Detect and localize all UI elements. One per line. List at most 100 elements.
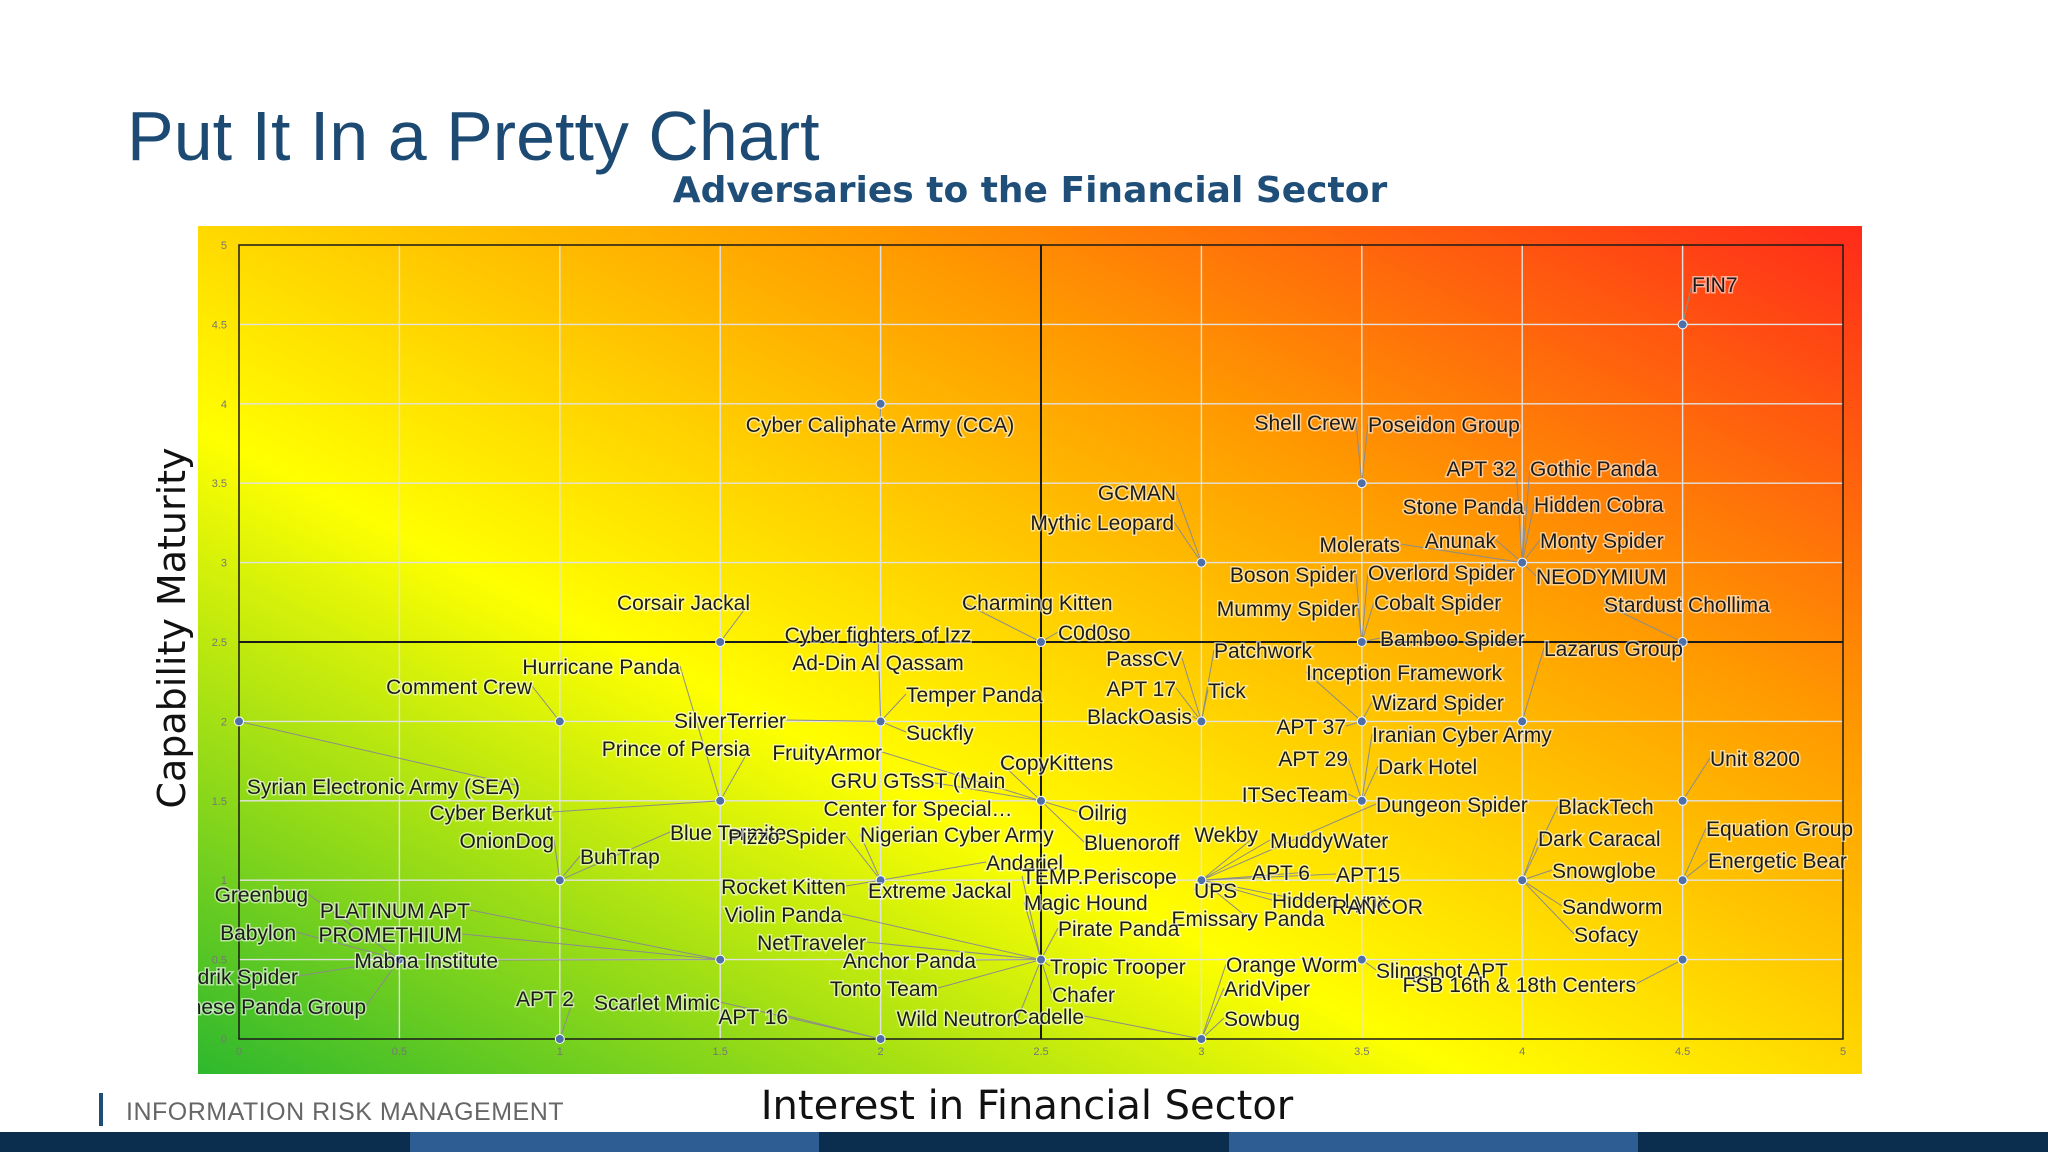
point-label: Emissary Panda (1172, 908, 1325, 931)
data-point (554, 1034, 565, 1044)
footer-accent-mark (99, 1093, 103, 1126)
slide-title: Put It In a Pretty Chart (127, 97, 820, 175)
leader-line (1023, 901, 1042, 960)
point-label: Molerats (1319, 534, 1400, 557)
point-label: Bluenoroff (1084, 832, 1180, 855)
leader-line (1201, 879, 1249, 919)
leader-line (845, 835, 881, 881)
point-label: APT 32 (1446, 458, 1516, 481)
y-tick-label: 2.5 (212, 637, 227, 649)
point-label: PLATINUM APT (320, 900, 470, 923)
data-point (1677, 875, 1688, 886)
data-point (1677, 795, 1688, 806)
point-label: Rocket Kitten (721, 876, 846, 899)
y-tick-label: 3 (221, 558, 227, 570)
leader-line (880, 693, 907, 722)
leader-line (559, 831, 671, 881)
leader-line (1173, 521, 1202, 563)
chart-title: Adversaries to the Financial Sector (672, 170, 1388, 211)
x-tick-label: 1 (557, 1046, 563, 1058)
point-label: Pirate Panda (1058, 918, 1180, 941)
data-point (875, 398, 886, 409)
data-point (394, 954, 405, 965)
point-label: RANCOR (1332, 896, 1423, 919)
leader-line (461, 933, 721, 961)
point-label: Poseidon Group (1368, 414, 1520, 437)
data-point (554, 875, 565, 886)
leader-line (1201, 873, 1337, 881)
point-label: AridViper (1224, 978, 1310, 1001)
point-label: FSB 16th & 18th Centers (1403, 974, 1636, 997)
y-axis-title: Capability Maturity (150, 447, 194, 809)
leader-line (785, 719, 881, 722)
point-label: Oilrig (1078, 802, 1127, 825)
point-label: Magic Hound (1024, 892, 1148, 915)
point-label: Energetic Bear (1708, 850, 1847, 873)
y-tick-label: 4.5 (212, 319, 227, 331)
data-point (1036, 637, 1046, 647)
leader-line (1200, 689, 1209, 722)
point-label: Tonto Team (830, 978, 938, 1001)
y-tick-label: 1 (221, 875, 227, 887)
x-axis-title: Interest in Financial Sector (760, 1083, 1294, 1129)
point-label: APT 17 (1106, 678, 1176, 701)
point-label: Patchwork (1214, 640, 1313, 663)
leader-line (1635, 959, 1683, 985)
footer-bar-segment (1638, 1132, 2048, 1152)
leader-line (841, 913, 1042, 961)
leader-line (1175, 491, 1202, 563)
x-tick-label: 2.5 (1033, 1046, 1048, 1058)
data-point (715, 795, 726, 806)
data-point (1677, 319, 1688, 330)
point-label: ITSecTeam (1242, 784, 1348, 807)
point-label: NEODYMIUM (1536, 566, 1667, 589)
leader-line (1521, 647, 1545, 722)
point-label: Blue Termite (670, 822, 786, 845)
point-label: Extreme Jackal (868, 880, 1012, 903)
point-label: Gothic Panda (1530, 458, 1658, 481)
leader-line (1200, 963, 1227, 1040)
data-point (1677, 637, 1688, 647)
data-point (1196, 1034, 1207, 1044)
leader-line (1083, 1015, 1202, 1040)
point-label: Tick (1208, 680, 1246, 703)
leader-line (1040, 927, 1059, 960)
data-point (1356, 795, 1367, 806)
leader-line (1347, 757, 1363, 801)
leader-line (845, 879, 881, 887)
point-label: BuhTrap (580, 846, 660, 869)
point-label: CopyKittens (1000, 752, 1113, 775)
point-label: MuddyWater (1270, 830, 1388, 853)
point-label: Snowglobe (1552, 860, 1656, 883)
point-label: Dark Caracal (1538, 828, 1661, 851)
leader-line (1201, 803, 1377, 881)
point-label: Chafer (1052, 984, 1115, 1007)
point-label: APT 6 (1252, 862, 1310, 885)
point-label: Cobalt Spider (1374, 592, 1501, 615)
point-label: Hidden Lynx (1272, 890, 1388, 913)
leader-line (1201, 879, 1273, 901)
y-tick-label: 3.5 (212, 478, 227, 490)
leader-line (559, 855, 581, 881)
point-label: Mythic Leopard (1030, 512, 1174, 535)
leader-line (1521, 879, 1575, 935)
point-label: FIN7 (1692, 274, 1738, 297)
data-point (875, 1034, 886, 1044)
point-label: Greenbug (215, 884, 308, 907)
point-label: Anunak (1425, 530, 1497, 553)
leader-line (679, 665, 721, 801)
leader-line (1357, 607, 1363, 643)
leader-line (865, 941, 1042, 961)
leader-line (559, 997, 575, 1040)
data-point (715, 637, 726, 647)
leader-line (1201, 839, 1271, 881)
point-label: Hidden Cobra (1534, 494, 1664, 517)
leader-line (1017, 959, 1042, 1019)
y-tick-label: 0 (221, 1034, 227, 1046)
leader-line (1399, 543, 1523, 564)
point-label: Pizzo Spider (728, 826, 846, 849)
data-point (715, 954, 726, 965)
x-tick-label: 1.5 (713, 1046, 728, 1058)
leader-line (1682, 757, 1711, 802)
x-tick-label: 0.5 (392, 1046, 407, 1058)
